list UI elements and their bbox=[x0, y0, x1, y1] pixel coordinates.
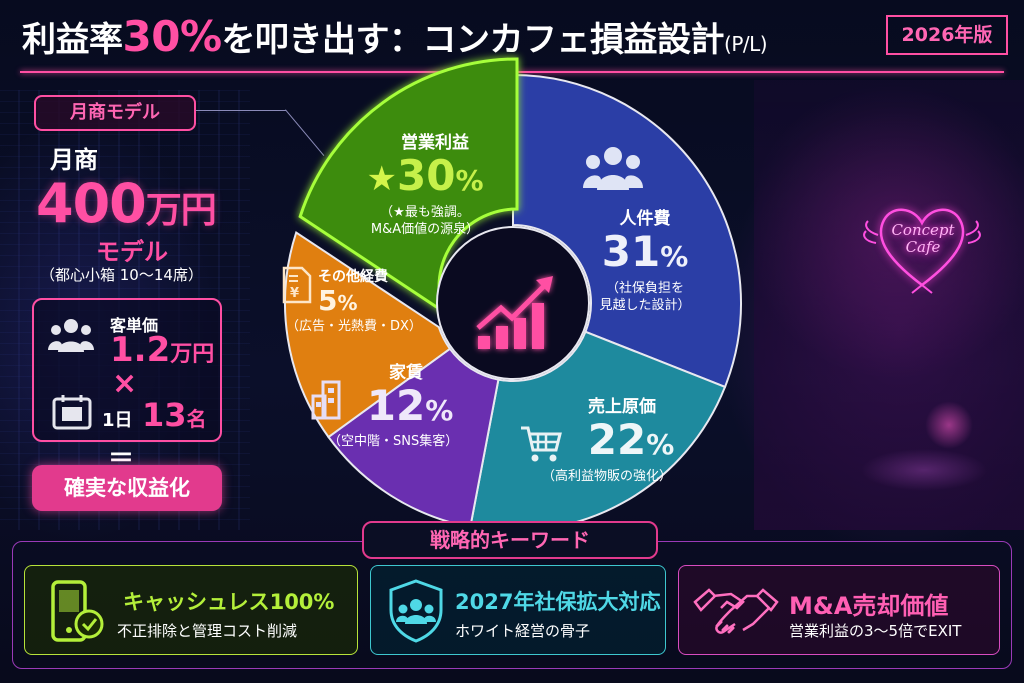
result-badge: 確実な収益化 bbox=[32, 465, 222, 511]
profit-pct: % bbox=[455, 164, 484, 197]
labor-name: 人件費 bbox=[619, 209, 671, 229]
label-other: その他経費 5% bbox=[318, 266, 388, 318]
title-small: (P/L) bbox=[724, 32, 768, 56]
pie-slice-profit[interactable] bbox=[298, 57, 519, 315]
unit-price-value: 1.2万円 bbox=[110, 330, 214, 370]
svg-text:¥: ¥ bbox=[290, 286, 299, 301]
labor-note-1: （社保負担を bbox=[605, 281, 684, 296]
label-rent: 家賃 12% bbox=[336, 358, 466, 434]
rent-value: 12% bbox=[336, 383, 466, 434]
keyword-card-social-insurance: 2027年社保拡大対応 ホワイト経営の骨子 bbox=[370, 565, 666, 655]
rent-name: 家賃 bbox=[389, 363, 423, 383]
label-profit: 営業利益 ★30% （★最も強調。 M&A価値の源泉） bbox=[345, 128, 505, 238]
keyword-cashless-sub: 不正排除と管理コスト削減 bbox=[117, 622, 298, 640]
pie-slice-labor[interactable] bbox=[512, 73, 742, 389]
rent-number: 12 bbox=[366, 381, 426, 430]
labor-number: 31 bbox=[601, 227, 661, 276]
shield-people-icon bbox=[389, 579, 443, 643]
rent-pct: % bbox=[425, 394, 454, 427]
other-value: 5% bbox=[318, 286, 388, 318]
per-day-number: 13 bbox=[142, 396, 187, 434]
unit-price-number: 1.2 bbox=[110, 330, 171, 370]
other-pct: % bbox=[337, 291, 358, 315]
other-name: その他経費 bbox=[318, 269, 388, 285]
star-icon: ★ bbox=[366, 159, 397, 199]
neon-heart-icon bbox=[863, 208, 981, 294]
neon-sign-line1: Concept bbox=[891, 221, 955, 239]
keyword-card-ma: M&A売却価値 営業利益の3〜5倍でEXIT bbox=[678, 565, 1000, 655]
keyword-social-insurance-head: 2027年社保拡大対応 bbox=[455, 590, 661, 614]
monthly-value: 400万円 bbox=[36, 172, 217, 235]
profit-number: 30 bbox=[396, 151, 456, 200]
title-accent: 30% bbox=[122, 12, 223, 61]
page-title: 利益率30%を叩き出す：コンカフェ損益設計(P/L) bbox=[22, 12, 768, 61]
unit-price-label: 客単価 bbox=[110, 316, 159, 335]
pie-center-hole bbox=[436, 226, 590, 380]
profit-note-2: M&A価値の源泉） bbox=[370, 222, 480, 237]
pie-slice-rent[interactable] bbox=[327, 347, 500, 529]
keywords-title: 戦略的キーワード bbox=[362, 521, 658, 559]
title-prefix: 利益率 bbox=[22, 20, 123, 60]
labor-value: 31% bbox=[580, 229, 710, 280]
title-suffix: を叩き出す：コンカフェ損益設計 bbox=[221, 20, 725, 60]
monthly-number: 400 bbox=[36, 172, 147, 235]
connector-line-diagonal bbox=[285, 109, 325, 156]
keyword-social-insurance-sub: ホワイト経営の骨子 bbox=[455, 622, 591, 640]
keyword-cashless-head: キャッシュレス100% bbox=[123, 590, 335, 614]
cogs-note: （高利益物販の強化） bbox=[541, 469, 672, 484]
cogs-number: 22 bbox=[587, 415, 647, 464]
rent-note: （空中階・SNS集客） bbox=[328, 434, 459, 449]
model-label: モデル bbox=[96, 238, 168, 266]
labor-pct: % bbox=[660, 240, 689, 273]
profit-value: ★30% bbox=[345, 153, 505, 204]
per-day-value: 13名 bbox=[142, 396, 207, 434]
label-labor: 人件費 31% （社保負担を 見越した設計） bbox=[580, 204, 710, 314]
keyword-ma-sub: 営業利益の3〜5倍でEXIT bbox=[789, 622, 962, 640]
cogs-name: 売上原価 bbox=[588, 397, 656, 417]
other-number: 5 bbox=[318, 284, 338, 317]
invoice-yen-icon: ¥ bbox=[282, 266, 312, 304]
connector-line bbox=[196, 110, 286, 111]
customers-icon bbox=[48, 319, 94, 352]
profit-name: 営業利益 bbox=[401, 133, 469, 153]
neon-sign-line2: Cafe bbox=[905, 238, 941, 256]
handshake-icon bbox=[693, 588, 779, 634]
cogs-value: 22% bbox=[522, 417, 692, 468]
store-note: （都心小箱 10〜14席） bbox=[40, 266, 203, 284]
profit-note-1: （★最も強調。 bbox=[380, 205, 470, 220]
cogs-pct: % bbox=[646, 428, 675, 461]
pie-slice-other[interactable] bbox=[284, 230, 452, 439]
per-day-label: 1日 bbox=[102, 410, 133, 431]
keyword-ma-head: M&A売却価値 bbox=[789, 592, 949, 620]
label-cogs: 売上原価 22% （高利益物販の強化） bbox=[522, 392, 692, 485]
edition-badge: 2026年版 bbox=[886, 15, 1008, 55]
monthly-model-tag: 月商モデル bbox=[34, 95, 196, 131]
shopping-cart-icon bbox=[521, 426, 562, 462]
labor-note-2: 見越した設計） bbox=[599, 298, 691, 313]
keyword-card-cashless: キャッシュレス100% 不正排除と管理コスト削減 bbox=[24, 565, 358, 655]
mobile-payment-icon bbox=[51, 580, 104, 642]
unit-price-unit: 万円 bbox=[170, 342, 215, 367]
monthly-label: 月商 bbox=[50, 146, 98, 174]
multiply-sign: × bbox=[112, 366, 138, 401]
labor-people-icon bbox=[583, 147, 643, 190]
per-day-unit: 名 bbox=[186, 407, 207, 431]
other-note: （広告・光熱費・DX） bbox=[286, 319, 422, 334]
cafe-background-image bbox=[754, 80, 1024, 530]
building-icon bbox=[311, 380, 341, 420]
calendar-icon bbox=[52, 395, 92, 430]
monthly-unit: 万円 bbox=[145, 190, 217, 231]
neon-sign-text: Concept Cafe bbox=[880, 222, 966, 256]
